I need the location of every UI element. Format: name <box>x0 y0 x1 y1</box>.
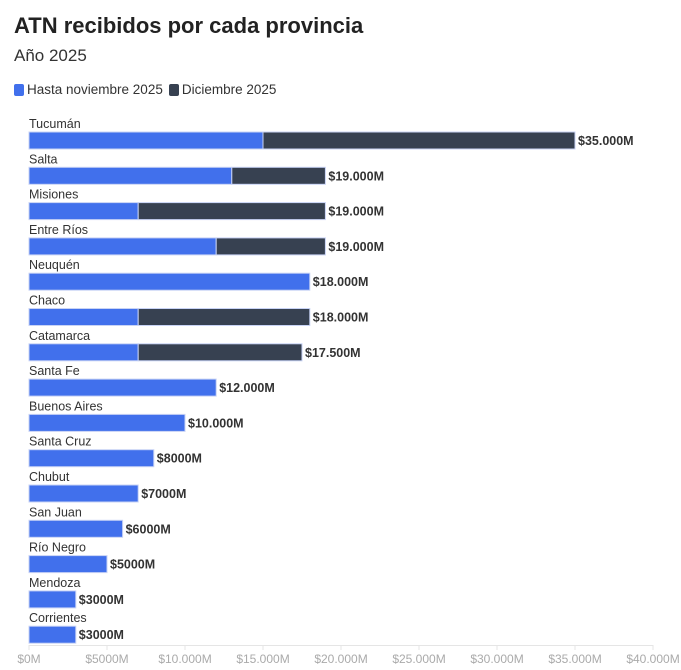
bar-hasta-noviembre <box>28 484 139 503</box>
category-label: Salta <box>29 152 58 166</box>
bar-diciembre <box>231 166 326 185</box>
x-tick-label: $25.000M <box>392 652 445 666</box>
value-label: $35.000M <box>578 134 634 148</box>
bar-hasta-noviembre <box>28 343 139 362</box>
value-label: $19.000M <box>328 205 384 219</box>
value-label: $19.000M <box>328 240 384 254</box>
bar-hasta-noviembre <box>28 308 139 326</box>
category-label: Santa Fe <box>29 364 80 378</box>
bar-hasta-noviembre <box>28 590 77 609</box>
value-label: $3000M <box>79 593 124 607</box>
category-label: Misiones <box>29 188 78 202</box>
legend-swatch <box>14 83 24 96</box>
category-label: Corrientes <box>29 611 87 625</box>
value-label: $3000M <box>79 628 124 642</box>
bar-hasta-noviembre <box>28 378 217 397</box>
legend-label: Diciembre 2025 <box>181 82 277 97</box>
x-tick-label: $10.000M <box>158 652 211 666</box>
value-label: $18.000M <box>313 311 369 325</box>
value-label: $12.000M <box>219 381 275 395</box>
bar-diciembre <box>215 237 326 256</box>
bar-hasta-noviembre <box>28 449 155 468</box>
bar-diciembre <box>137 308 311 326</box>
value-label: $6000M <box>126 522 171 536</box>
category-label: Entre Ríos <box>29 223 88 237</box>
category-label: Chaco <box>29 294 65 308</box>
category-label: Mendoza <box>29 576 80 590</box>
bar-diciembre <box>262 131 576 150</box>
bar-hasta-noviembre <box>28 413 186 432</box>
legend-item-diciembre[interactable]: Diciembre 2025 <box>168 82 277 97</box>
bar-hasta-noviembre <box>28 166 233 185</box>
value-label: $17.500M <box>305 346 361 360</box>
value-label: $5000M <box>110 558 155 572</box>
chart-title: ATN recibidos por cada provincia <box>14 13 364 38</box>
category-label: Santa Cruz <box>29 435 92 449</box>
category-label: Chubut <box>29 470 70 484</box>
x-tick-label: $5000M <box>85 652 128 666</box>
category-label: Neuquén <box>29 258 80 272</box>
category-label: Buenos Aires <box>29 399 103 413</box>
bar-hasta-noviembre <box>28 625 77 644</box>
category-label: Río Negro <box>29 541 86 555</box>
x-tick-label: $0M <box>17 652 40 666</box>
value-label: $8000M <box>157 452 202 466</box>
value-label: $7000M <box>141 487 186 501</box>
bar-hasta-noviembre <box>28 555 108 574</box>
x-tick-label: $15.000M <box>236 652 289 666</box>
chart-subtitle: Año 2025 <box>14 46 87 65</box>
value-label: $19.000M <box>328 169 384 183</box>
x-tick-label: $35.000M <box>548 652 601 666</box>
category-label: Catamarca <box>29 329 90 343</box>
x-tick-label: $20.000M <box>314 652 367 666</box>
bar-hasta-noviembre <box>28 131 264 150</box>
legend-swatch <box>168 83 179 96</box>
bar-hasta-noviembre <box>28 237 217 256</box>
bar-diciembre <box>137 343 303 362</box>
value-label: $10.000M <box>188 416 244 430</box>
category-label: Tucumán <box>29 117 81 131</box>
category-label: San Juan <box>29 505 82 519</box>
bar-diciembre <box>137 202 326 221</box>
x-tick-label: $40.000M <box>626 652 679 666</box>
value-label: $18.000M <box>313 275 369 289</box>
x-tick-label: $30.000M <box>470 652 523 666</box>
legend-item-hasta-noviembre[interactable]: Hasta noviembre 2025 <box>14 82 163 97</box>
legend: Hasta noviembre 2025 Diciembre 2025 <box>14 82 276 97</box>
bar-hasta-noviembre <box>28 202 139 221</box>
bar-hasta-noviembre <box>28 272 311 291</box>
legend-label: Hasta noviembre 2025 <box>27 82 163 97</box>
bar-hasta-noviembre <box>28 519 124 538</box>
